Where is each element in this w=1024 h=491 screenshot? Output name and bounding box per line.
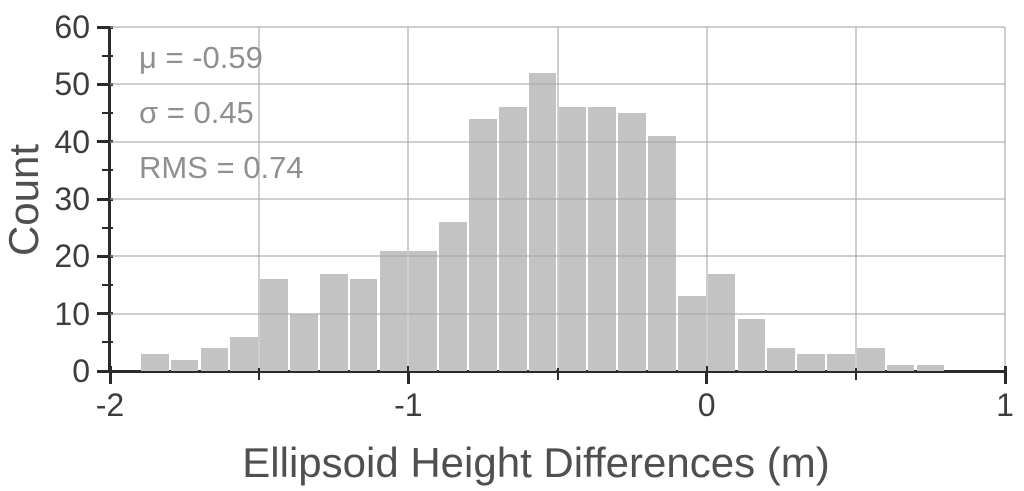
histogram-bar (230, 336, 259, 371)
bars-layer (110, 27, 1005, 371)
y-tick-label: 10 (54, 295, 90, 332)
y-minor-tick (102, 341, 113, 344)
x-axis-title: Ellipsoid Height Differences (m) (242, 439, 830, 486)
mean-annotation: μ = -0.59 (139, 40, 263, 75)
x-major-tick (406, 366, 410, 384)
histogram-bar (349, 279, 378, 371)
histogram-bar (827, 353, 855, 371)
y-gridline (110, 26, 1005, 28)
y-gridline (110, 255, 1005, 258)
x-major-tick (1003, 366, 1007, 384)
y-minor-tick (102, 226, 113, 229)
rms-annotation: RMS = 0.74 (139, 150, 304, 185)
histogram-bar (439, 221, 467, 371)
y-major-tick (97, 140, 113, 144)
histogram-bar (140, 353, 169, 371)
y-axis-title: Count (0, 143, 47, 257)
histogram-bar (856, 348, 885, 371)
histogram-bar (319, 273, 348, 371)
y-tick-label: 30 (54, 181, 90, 217)
histogram-bar (618, 113, 646, 371)
histogram-bar (677, 296, 706, 371)
y-major-tick (97, 369, 113, 373)
x-tick-label: -1 (394, 387, 423, 423)
histogram-bar (200, 348, 229, 371)
y-gridline (110, 198, 1005, 200)
y-major-tick (97, 254, 113, 258)
histogram-bar (498, 107, 527, 371)
y-tick-label: 60 (54, 9, 90, 45)
histogram-bar (528, 72, 557, 371)
y-gridline (110, 140, 1005, 143)
y-minor-tick (102, 284, 113, 286)
horizontal-gridlines-layer (110, 26, 1005, 371)
x-major-tick (108, 366, 112, 384)
stats-annotation: μ = -0.59 σ = 0.45 RMS = 0.74 (139, 30, 304, 195)
x-minor-tick (556, 368, 559, 380)
histogram-bar (588, 107, 617, 371)
x-tick-label: 1 (996, 387, 1014, 423)
histogram-bar (290, 313, 318, 371)
x-major-tick (705, 366, 709, 384)
sigma-annotation: σ = 0.45 (139, 95, 254, 130)
histogram-bar (558, 107, 587, 371)
histogram-bar (260, 279, 288, 371)
y-tick-label: 50 (54, 66, 90, 103)
histogram-bar (737, 319, 766, 371)
histogram-bar (886, 365, 915, 371)
y-gridline (110, 83, 1005, 86)
y-minor-tick (102, 112, 113, 114)
histogram-bar (170, 359, 199, 371)
x-tick-label: -2 (95, 387, 125, 423)
y-major-tick (97, 25, 113, 29)
y-tick-label: 20 (54, 238, 90, 275)
y-major-tick (97, 82, 113, 86)
x-gridline (1004, 27, 1006, 371)
histogram-bar (648, 135, 676, 371)
y-minor-tick (102, 54, 113, 57)
histogram-bar (707, 273, 736, 371)
histogram-bar (916, 365, 945, 371)
y-major-tick (97, 197, 113, 201)
histogram-bar (379, 250, 408, 371)
x-minor-tick (854, 368, 857, 380)
y-tick-label: 0 (72, 353, 90, 389)
y-major-tick (97, 312, 113, 316)
plot-area (110, 26, 1006, 371)
y-gridline (110, 312, 1005, 315)
x-minor-tick (258, 368, 261, 380)
histogram-bar (767, 348, 796, 371)
y-minor-tick (102, 169, 113, 172)
histogram-bar (469, 118, 497, 371)
histogram-bar (797, 353, 825, 371)
y-tick-label: 40 (54, 123, 90, 160)
histogram-bar (409, 250, 438, 371)
x-tick-label: 0 (697, 387, 716, 423)
